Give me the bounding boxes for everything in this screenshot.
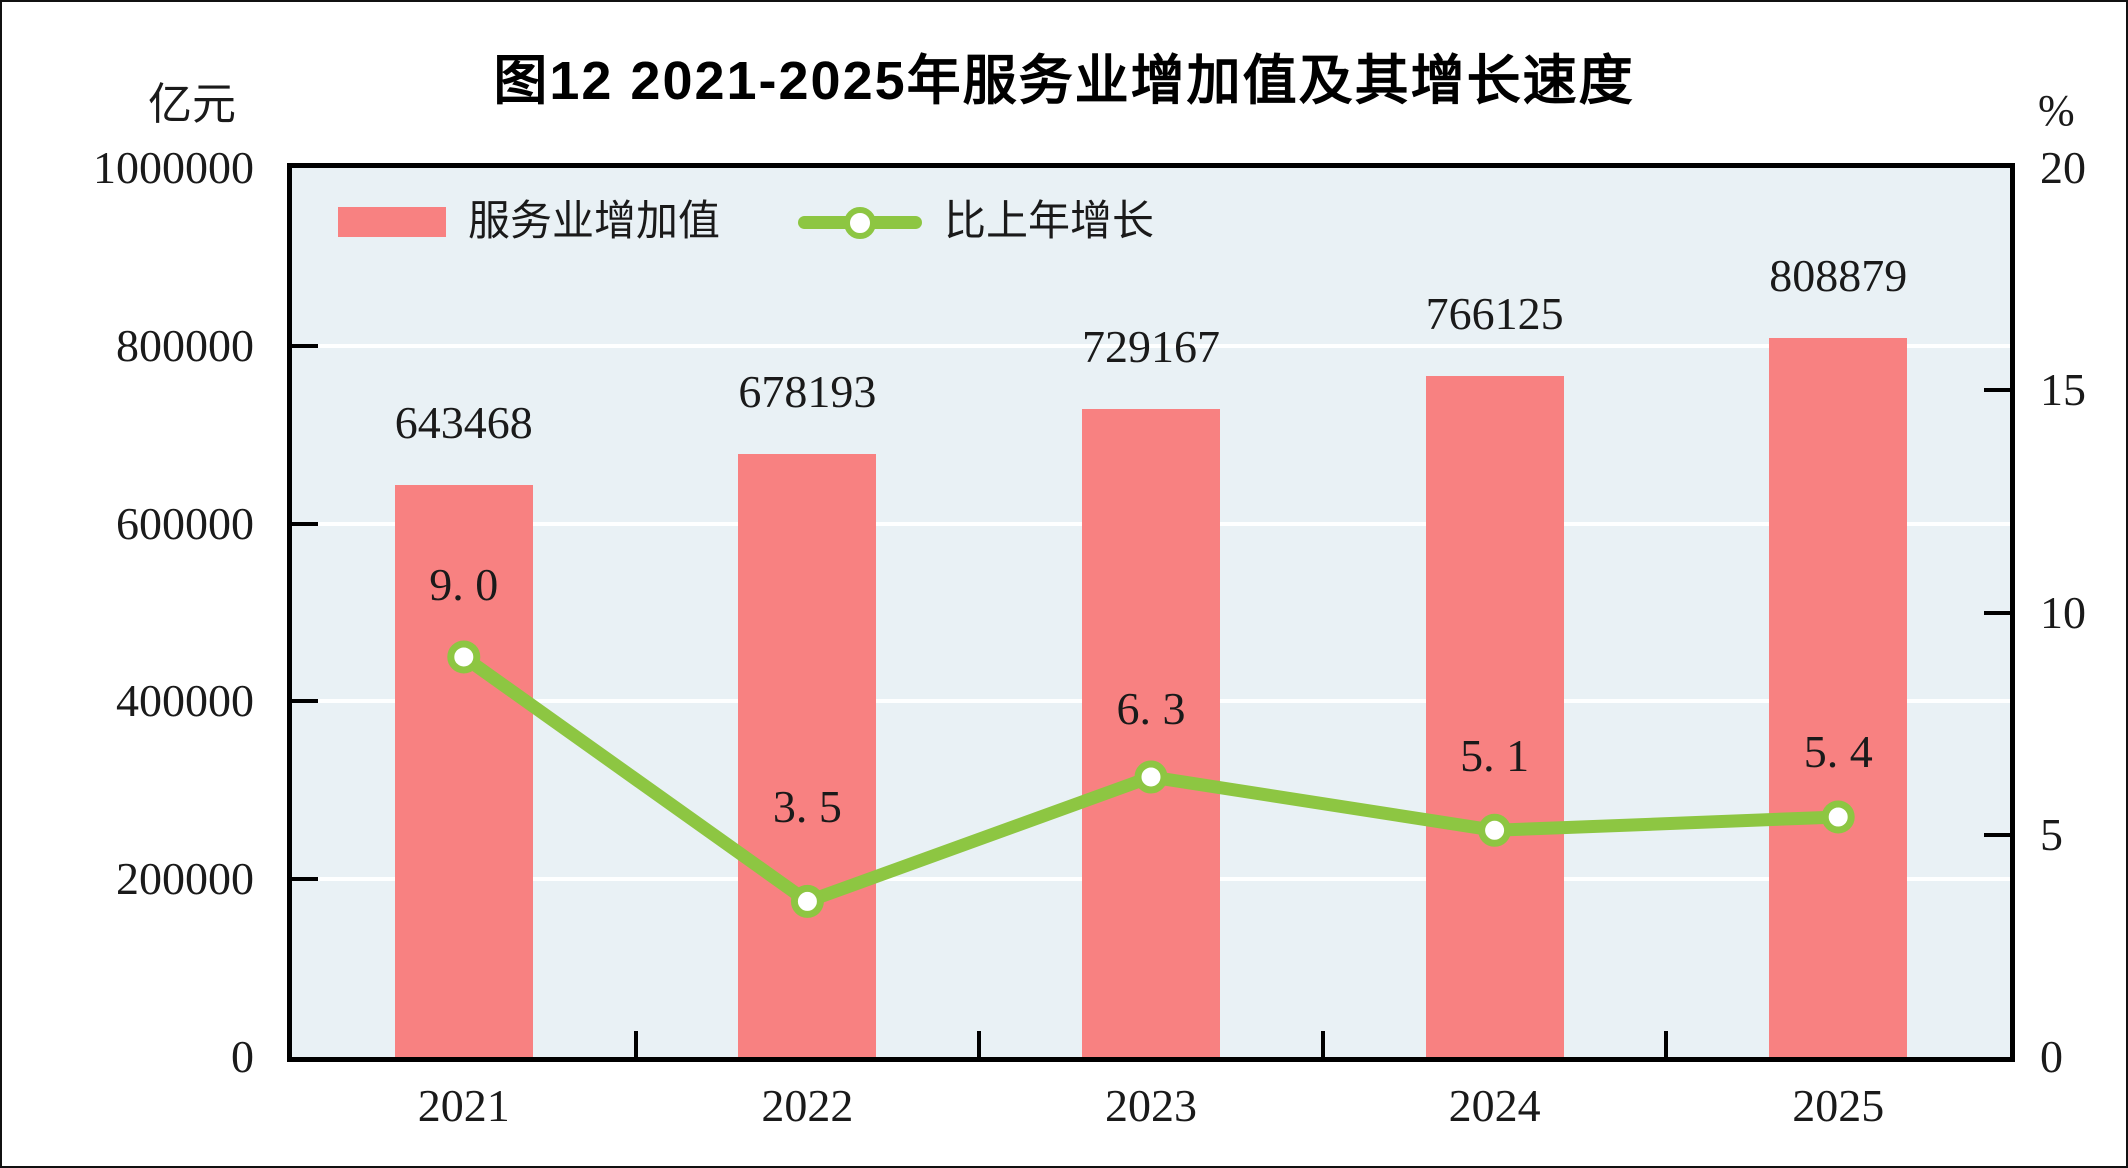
right-axis-tick <box>1984 610 2010 615</box>
bar-legend-label: 服务业增加值 <box>468 199 721 245</box>
line-marker-2024 <box>1478 813 1512 847</box>
x-axis-tick <box>977 1031 982 1057</box>
bar-value-label: 643468 <box>394 396 533 448</box>
right-axis-tick-label: 0 <box>2040 1031 2063 1082</box>
bar-2021 <box>394 484 533 1057</box>
left-axis-tick-label: 1000000 <box>93 142 254 193</box>
x-axis-label-2023: 2023 <box>1105 1080 1197 1131</box>
right-axis-unit-label: % <box>2038 86 2075 135</box>
bar-value-label: 678193 <box>738 366 877 418</box>
chart-title: 图12 2021-2025年服务业增加值及其增长速度 <box>493 51 1635 111</box>
growth-rate-label: 5. 1 <box>1460 730 1530 782</box>
left-axis-tick <box>292 877 318 882</box>
right-axis-tick <box>1984 388 2010 393</box>
bar-legend-swatch <box>338 207 446 237</box>
right-axis-tick-label: 15 <box>2040 364 2086 416</box>
left-axis-tick-label: 800000 <box>116 319 254 371</box>
left-axis-tick <box>292 521 318 526</box>
x-axis-tick <box>633 1031 638 1057</box>
growth-rate-label: 3. 5 <box>772 781 842 833</box>
left-axis-tick-label: 0 <box>231 1031 254 1082</box>
x-axis-label-2024: 2024 <box>1448 1080 1541 1131</box>
x-axis-label-2022: 2022 <box>761 1080 854 1131</box>
growth-rate-label: 5. 4 <box>1803 725 1873 777</box>
left-axis-tick <box>292 699 318 704</box>
line-marker-2025 <box>1821 800 1855 834</box>
legend: 服务业增加值 比上年增长 <box>338 200 1154 244</box>
left-axis-unit-label: 亿元 <box>148 80 236 129</box>
line-series <box>447 640 1855 918</box>
left-axis-tick-label: 600000 <box>116 497 254 549</box>
growth-rate-label: 9. 0 <box>429 558 499 610</box>
bar-2023 <box>1082 408 1220 1057</box>
x-axis-label-2021: 2021 <box>417 1080 510 1131</box>
left-axis-tick-label: 200000 <box>116 853 254 905</box>
bar-value-label: 729167 <box>1082 320 1220 372</box>
right-axis-tick-label: 5 <box>2040 808 2063 860</box>
right-axis-tick-label: 10 <box>2040 586 2086 638</box>
plot-area: 643468 678193 729167 766125 808879 9. 0 3. 5 6.… <box>287 163 2015 1062</box>
right-axis-tick-label: 20 <box>2040 142 2086 193</box>
line-legend-swatch <box>798 206 923 239</box>
gridline <box>292 343 2010 348</box>
line-legend-marker-icon <box>844 206 877 239</box>
growth-rate-label: 6. 3 <box>1116 682 1186 734</box>
left-axis-tick-label: 400000 <box>116 675 254 727</box>
line-legend-label: 比上年增长 <box>944 199 1155 245</box>
bar-value-label: 766125 <box>1425 287 1564 339</box>
bar-2024 <box>1425 375 1564 1057</box>
bar-2025 <box>1769 337 1908 1057</box>
x-axis-label-2025: 2025 <box>1792 1080 1885 1131</box>
bar-2022 <box>738 454 877 1057</box>
line-marker-2022 <box>790 884 824 918</box>
x-axis-tick <box>1320 1031 1325 1057</box>
right-axis-tick <box>1984 832 2010 837</box>
left-axis-tick <box>292 343 318 348</box>
line-marker-2023 <box>1134 760 1168 794</box>
bar-value-label: 808879 <box>1769 249 1908 301</box>
x-axis-tick <box>1664 1031 1669 1057</box>
line-marker-2021 <box>447 640 481 674</box>
